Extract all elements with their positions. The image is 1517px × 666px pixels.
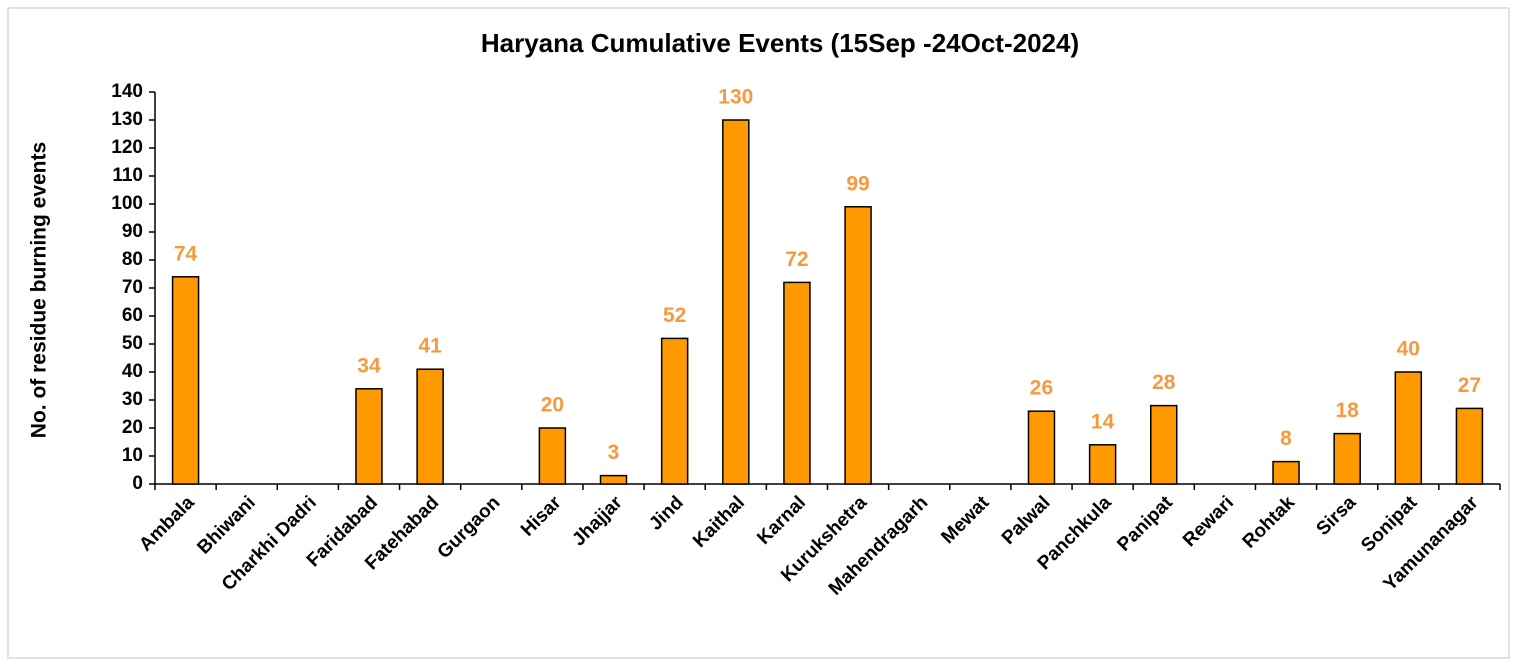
value-label: 34: [357, 354, 381, 377]
value-label: 14: [1091, 410, 1115, 433]
bar: [416, 368, 444, 485]
y-tick-label: 50: [122, 333, 143, 354]
value-label: 8: [1280, 427, 1292, 450]
y-tick-label: 60: [122, 305, 143, 326]
y-tick-label: 140: [111, 81, 143, 102]
bar: [171, 276, 200, 485]
value-label: 27: [1458, 374, 1481, 397]
y-tick-label: 90: [122, 221, 143, 242]
value-label: 20: [541, 394, 564, 417]
bar: [1394, 371, 1423, 485]
value-label: 74: [174, 242, 198, 265]
bar: [1088, 444, 1117, 485]
y-tick-label: 70: [122, 277, 143, 298]
y-axis-label: No. of residue burning events: [28, 142, 51, 438]
bar: [355, 388, 383, 485]
bar: [599, 474, 628, 485]
bar: [1027, 410, 1056, 485]
bar: [1272, 460, 1300, 485]
y-tick-label: 100: [111, 193, 143, 214]
y-tick-label: 110: [112, 165, 143, 186]
y-tick-label: 30: [122, 389, 143, 410]
chart-title: Haryana Cumulative Events (15Sep -24Oct-…: [481, 28, 1079, 58]
value-label: 28: [1152, 371, 1176, 394]
y-tick-label: 120: [111, 137, 143, 158]
y-tick-label: 10: [122, 445, 143, 466]
bar: [1150, 404, 1178, 485]
value-label: 130: [718, 86, 753, 109]
value-label: 40: [1397, 338, 1420, 361]
chart-border: [7, 7, 1510, 659]
bar: [660, 337, 689, 485]
bar: [1455, 407, 1484, 485]
y-tick-label: 20: [122, 417, 143, 438]
y-tick-label: 40: [122, 361, 143, 382]
bar: [722, 119, 750, 485]
bar: [844, 206, 872, 485]
value-label: 72: [785, 248, 808, 271]
value-label: 52: [663, 304, 686, 327]
value-label: 3: [608, 441, 620, 464]
y-tick-label: 130: [111, 109, 143, 130]
value-label: 18: [1335, 399, 1359, 422]
bar: [1333, 432, 1361, 485]
bar: [538, 427, 567, 485]
value-label: 26: [1030, 377, 1053, 400]
value-label: 99: [846, 172, 869, 195]
bar: [783, 281, 811, 485]
y-tick-label: 80: [122, 249, 143, 270]
y-tick-label: 0: [132, 473, 143, 494]
value-label: 41: [418, 335, 442, 358]
